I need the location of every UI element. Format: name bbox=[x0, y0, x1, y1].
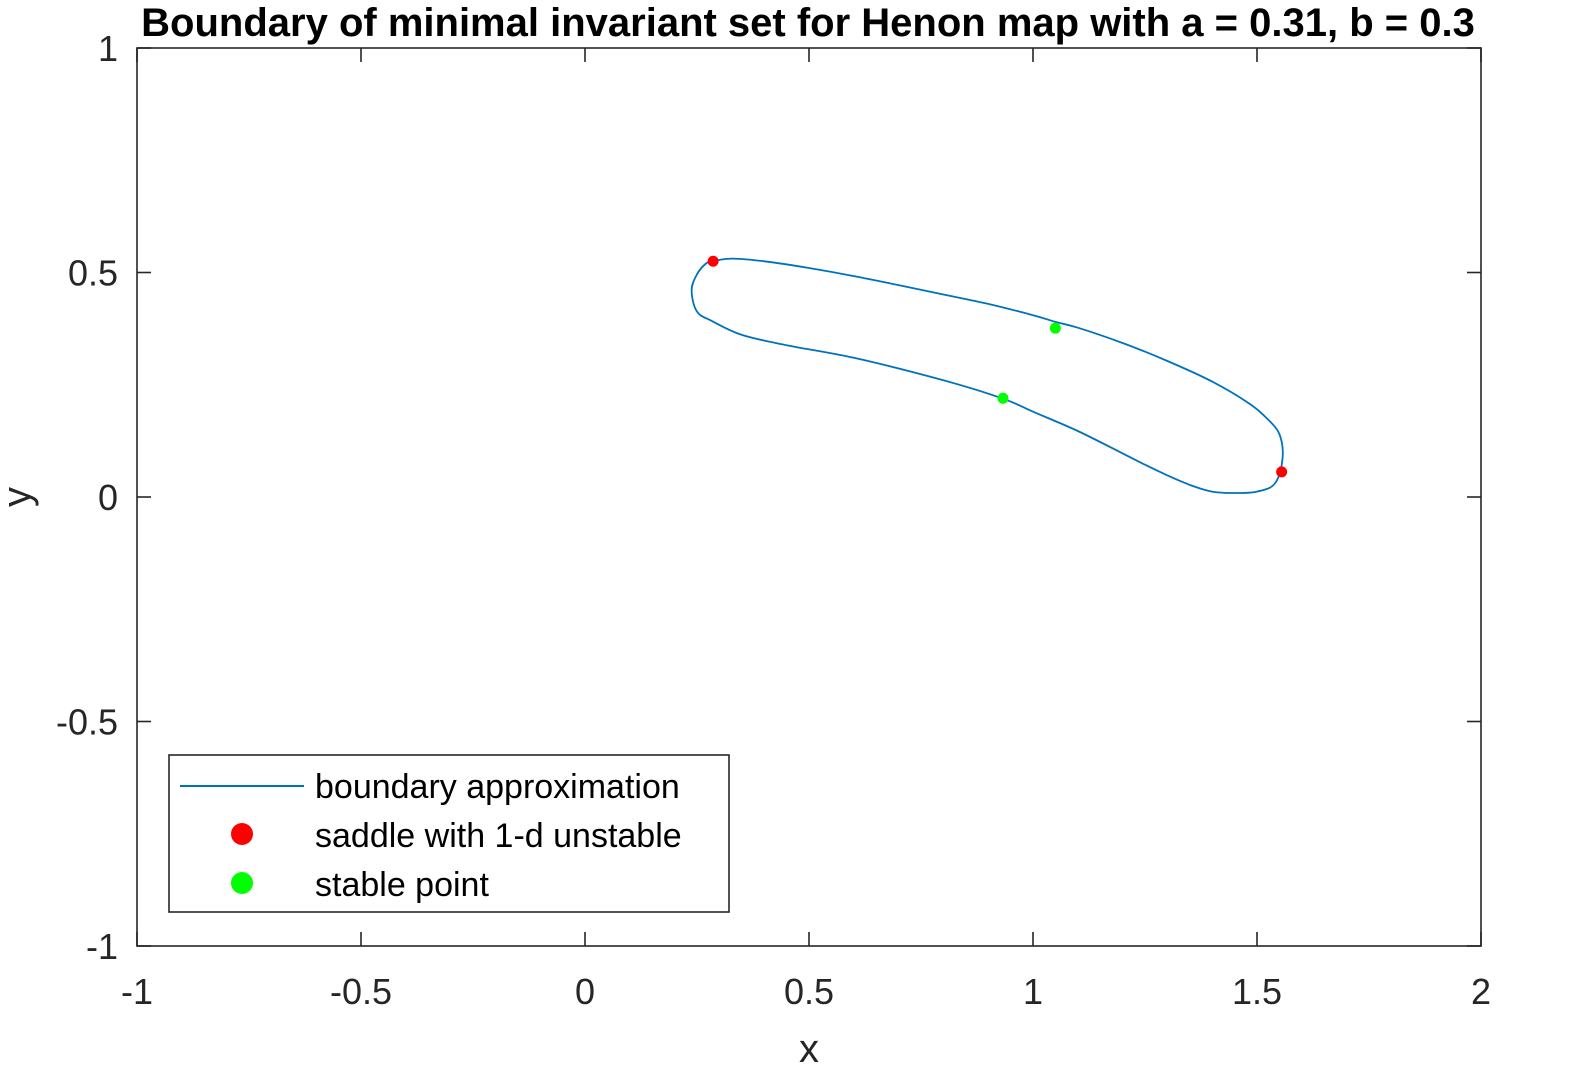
y-tick-label: -0.5 bbox=[56, 702, 118, 743]
legend-saddle-marker bbox=[231, 823, 253, 845]
legend: boundary approximation saddle with 1-d u… bbox=[168, 754, 730, 913]
stable-point-1 bbox=[997, 392, 1009, 404]
saddle-point-1 bbox=[1276, 466, 1288, 478]
chart-title: Boundary of minimal invariant set for He… bbox=[141, 1, 1475, 45]
legend-box bbox=[168, 754, 730, 913]
x-tick-label: 2 bbox=[1471, 971, 1491, 1012]
y-tick-label: -1 bbox=[86, 926, 118, 967]
x-tick-label: 0 bbox=[575, 971, 595, 1012]
x-tick-label: 1 bbox=[1023, 971, 1043, 1012]
axis-ticks bbox=[136, 47, 1482, 947]
legend-stable-marker bbox=[231, 872, 253, 894]
stable-point-0 bbox=[1049, 322, 1061, 334]
plot-series bbox=[690, 255, 1288, 494]
x-axis-label: x bbox=[799, 1027, 819, 1071]
x-tick-label: 1.5 bbox=[1232, 971, 1282, 1012]
y-tick-label: 0.5 bbox=[68, 253, 118, 294]
y-tick-label: 1 bbox=[98, 28, 118, 69]
saddle-point-0 bbox=[707, 255, 719, 267]
y-tick-label: 0 bbox=[98, 477, 118, 518]
legend-label-saddle: saddle with 1-d unstable bbox=[315, 817, 682, 855]
x-tick-label: 0.5 bbox=[784, 971, 834, 1012]
y-axis-label: y bbox=[0, 487, 39, 507]
boundary-curve bbox=[690, 257, 1284, 494]
legend-label-boundary: boundary approximation bbox=[315, 768, 680, 806]
x-tick-label: -0.5 bbox=[330, 971, 392, 1012]
x-tick-label: -1 bbox=[121, 971, 153, 1012]
legend-label-stable: stable point bbox=[315, 866, 489, 904]
tick-labels: -1 -0.5 0 0.5 1 1.5 2 -1 -0.5 0 0.5 1 bbox=[56, 28, 1491, 1012]
